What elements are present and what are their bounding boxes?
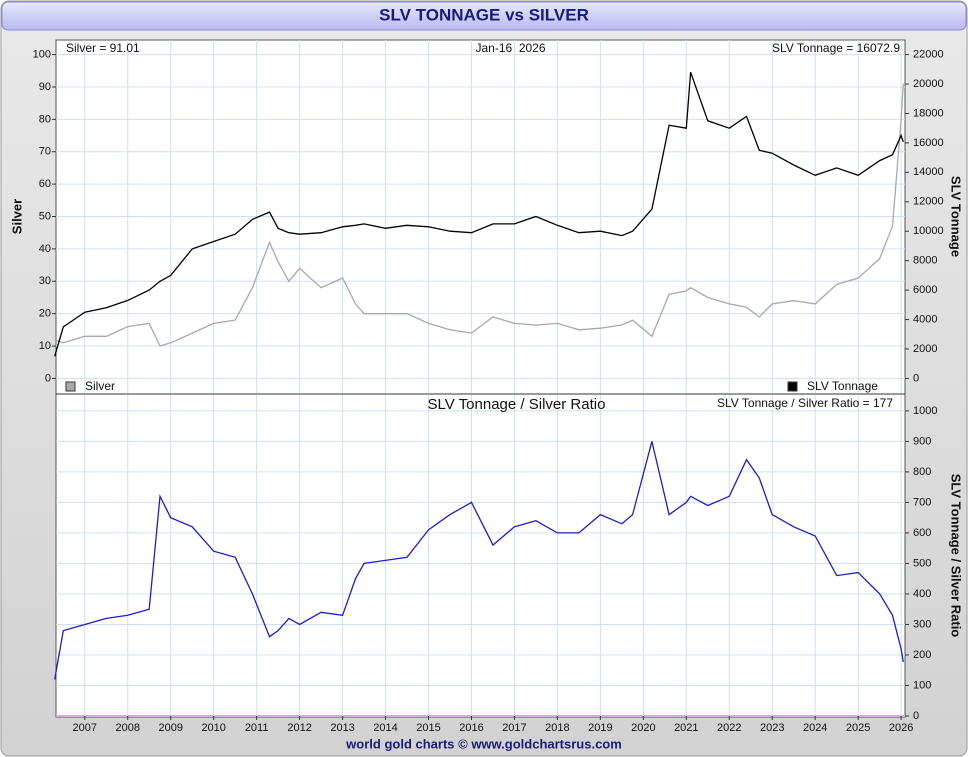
x-tick-label: 2018 (545, 722, 569, 734)
x-tick-label: 2026 (889, 722, 913, 734)
y2-axis-label: SLV Tonnage (949, 176, 964, 257)
y-axis-label: SLV Tonnage / Silver Ratio (949, 474, 964, 638)
x-tick-label: 2022 (717, 722, 741, 734)
y2-tick-label: 6000 (913, 284, 937, 296)
line-series (54, 83, 904, 347)
annotation: SLV Tonnage = 16072.9 (772, 41, 900, 55)
panel-title: SLV Tonnage / Silver Ratio (428, 396, 606, 413)
y2-tick-label: 20000 (913, 78, 944, 90)
x-tick-label: 2021 (674, 722, 698, 734)
y-tick-label: 60 (39, 178, 51, 190)
x-tick-label: 2025 (846, 722, 870, 734)
y2-tick-label: 10000 (913, 225, 944, 237)
grid-layer (56, 40, 905, 717)
x-tick-label: 2009 (158, 722, 182, 734)
y2-tick-label: 16000 (913, 137, 944, 149)
x-tick-label: 2024 (803, 722, 827, 734)
y2-tick-label: 18000 (913, 107, 944, 119)
legend-label: SLV Tonnage (807, 379, 878, 393)
y-tick-label: 400 (913, 588, 931, 600)
y2-tick-label: 8000 (913, 255, 937, 267)
footer: world gold charts © www.goldchartsrus.co… (345, 736, 622, 751)
x-tick-label: 2023 (760, 722, 784, 734)
y-tick-label: 0 (45, 372, 51, 384)
y-tick-label: 500 (913, 557, 931, 569)
x-tick-label: 2012 (287, 722, 311, 734)
x-tick-label: 2017 (502, 722, 526, 734)
y-tick-label: 900 (913, 435, 931, 447)
x-tick-label: 2011 (245, 722, 269, 734)
y-tick-label: 70 (39, 146, 51, 158)
y2-tick-label: 14000 (913, 166, 944, 178)
x-tick-label: 2019 (588, 722, 612, 734)
annotation: SLV Tonnage / Silver Ratio = 177 (717, 396, 893, 410)
x-tick-label: 2020 (631, 722, 655, 734)
y-tick-label: 0 (913, 710, 919, 722)
y-tick-label: 20 (39, 308, 51, 320)
y-tick-label: 700 (913, 496, 931, 508)
x-tick-label: 2007 (73, 722, 97, 734)
y-tick-label: 800 (913, 466, 931, 478)
y-tick-label: 200 (913, 649, 931, 661)
x-tick-label: 2016 (459, 722, 483, 734)
y2-tick-label: 4000 (913, 313, 937, 325)
annotation: Silver = 91.01 (66, 41, 140, 55)
header-bar (1, 1, 967, 31)
y2-tick-label: 0 (913, 372, 919, 384)
x-tick-label: 2013 (330, 722, 354, 734)
x-tick-label: 2010 (201, 722, 225, 734)
y-tick-label: 90 (39, 81, 51, 93)
y2-tick-label: 2000 (913, 343, 937, 355)
legend-label: Silver (85, 379, 115, 393)
y-tick-label: 100 (33, 48, 51, 60)
y-tick-label: 80 (39, 113, 51, 125)
y-tick-label: 40 (39, 243, 51, 255)
legend-swatch (65, 381, 76, 392)
x-tick-label: 2008 (116, 722, 140, 734)
y2-tick-label: 22000 (913, 48, 944, 60)
y-tick-label: 300 (913, 618, 931, 630)
y2-tick-label: 12000 (913, 196, 944, 208)
y-tick-label: 100 (913, 679, 931, 691)
page-title: SLV TONNAGE vs SILVER (379, 5, 589, 24)
x-tick-label: 2015 (416, 722, 440, 734)
annotation: Jan-16 2026 (475, 41, 545, 55)
y-axis-label: Silver (9, 199, 24, 234)
line-series (54, 71, 904, 357)
x-tick-label: 2014 (373, 722, 397, 734)
y-tick-label: 600 (913, 527, 931, 539)
legend-swatch (787, 381, 798, 392)
y-tick-label: 30 (39, 275, 51, 287)
y-tick-label: 10 (39, 340, 51, 352)
y-tick-label: 1000 (913, 405, 937, 417)
line-series (54, 441, 904, 680)
y-tick-label: 50 (39, 210, 51, 222)
